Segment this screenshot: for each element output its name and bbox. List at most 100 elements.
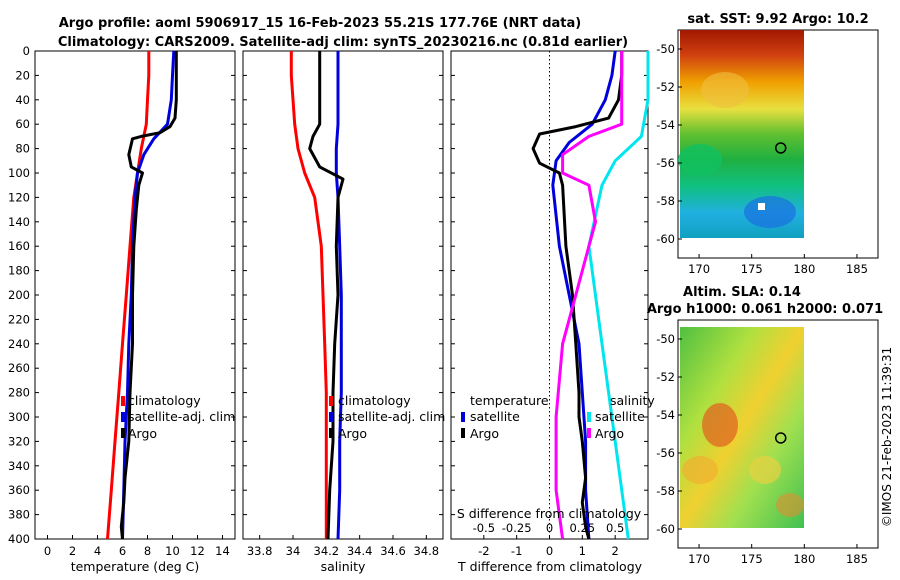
x-tick-label: 34.4 <box>347 544 373 558</box>
series-line-s-argo <box>554 51 624 540</box>
legend-salinity-title: salinity <box>610 393 655 408</box>
x-tick-label: 2 <box>612 544 619 558</box>
map-x-tick-label: 170 <box>688 552 710 566</box>
legend-argo: Argo <box>128 426 157 441</box>
legend-climatology: climatology <box>338 393 411 408</box>
series-line-t-satellite <box>551 50 617 540</box>
salinity-axes <box>242 50 444 540</box>
salinity-plot: 33.8 34 34.2 34.4 34.6 34.8 <box>243 50 443 558</box>
x-tick-label: 33.8 <box>247 544 273 558</box>
salinity-xlabel: salinity <box>321 559 366 574</box>
map-y-tick-label: -58 <box>656 484 675 498</box>
y-tick-label: 400 <box>8 532 30 546</box>
y-tick-label: 240 <box>8 337 30 351</box>
x2-tick-label: 0.5 <box>606 521 624 535</box>
sla-map-patch <box>682 456 718 484</box>
map-y-tick-label: -56 <box>656 446 675 460</box>
y-tick-label: 120 <box>8 190 30 204</box>
map-y-tick-label: -50 <box>656 42 675 56</box>
x-tick-label: 4 <box>94 544 101 558</box>
legend-swatch-satellite <box>121 412 125 422</box>
x-tick-label: 2 <box>69 544 76 558</box>
sst-map-patch <box>701 72 749 108</box>
x-tick-label: 0 <box>44 544 51 558</box>
x-tick-label: 10 <box>165 544 180 558</box>
difference-xlabel: T difference from climatology <box>457 559 643 574</box>
y-tick-label: 0 <box>23 44 30 58</box>
map-y-tick-label: -52 <box>656 80 675 94</box>
sst-map-patch <box>744 196 796 228</box>
salinity-legend: climatology satellite-adj. clim Argo <box>329 393 445 441</box>
legend-swatch-t-argo <box>461 428 465 438</box>
y-tick-label: 40 <box>15 93 30 107</box>
legend-s-argo: Argo <box>595 426 624 441</box>
map-y-tick-label: -58 <box>656 194 675 208</box>
legend-temperature-title: temperature <box>470 393 549 408</box>
x-tick-label: 34.6 <box>380 544 406 558</box>
sla-map-patch <box>702 403 738 447</box>
map-x-tick-label: 180 <box>793 262 815 276</box>
y-tick-label: 60 <box>15 117 30 131</box>
series-line-climatology <box>106 51 151 540</box>
legend-swatch-argo <box>329 428 333 438</box>
map-y-tick-label: -56 <box>656 156 675 170</box>
y-tick-label: 20 <box>15 68 30 82</box>
x2-tick-label: 0.25 <box>570 521 596 535</box>
legend-swatch-argo <box>121 428 125 438</box>
y-tick-label: 80 <box>15 142 30 156</box>
x-tick-label: 6 <box>119 544 126 558</box>
legend-satellite: satellite-adj. clim <box>128 409 235 424</box>
x-tick-label: 34.2 <box>314 544 340 558</box>
sla-map-title-1: Altim. SLA: 0.14 <box>683 285 801 300</box>
temperature-xlabel: temperature (deg C) <box>71 559 200 574</box>
legend-s-satellite: satellite <box>595 409 645 424</box>
depth-tick-labels: 0 20 40 60 80 100 120 140 160 180 200 220 240 260 280 3… <box>8 44 30 546</box>
map-y-tick-label: -50 <box>656 332 675 346</box>
y-tick-label: 180 <box>8 264 30 278</box>
series-line-climatology <box>289 51 328 539</box>
series-line-satellite-adj-clim <box>121 50 176 540</box>
sla-map-patch <box>776 493 804 517</box>
sla-map-patch <box>749 456 781 484</box>
x-tick-label: 34 <box>286 544 301 558</box>
legend-climatology: climatology <box>128 393 201 408</box>
y-tick-label: 320 <box>8 434 30 448</box>
title-line-2: Climatology: CARS2009. Satellite-adj cli… <box>58 35 628 50</box>
legend-argo: Argo <box>338 426 367 441</box>
x2-tick-label: -0.25 <box>502 521 532 535</box>
sla-map-title-2: Argo h1000: 0.061 h2000: 0.071 <box>647 302 883 317</box>
y-tick-label: 100 <box>8 166 30 180</box>
y-tick-label: 360 <box>8 483 30 497</box>
y-tick-label: 160 <box>8 239 30 253</box>
legend-swatch-satellite <box>329 412 333 422</box>
sla-map-ticks: 170 175 180 185 -50 -52 -54 -56 -58 -60 <box>656 332 868 566</box>
y-tick-label: 260 <box>8 361 30 375</box>
map-x-tick-label: 185 <box>846 552 868 566</box>
difference-xlabel2: S difference from climatology <box>457 506 642 521</box>
legend-t-argo: Argo <box>470 426 499 441</box>
temperature-plot: 0 2 4 6 8 10 12 14 <box>35 50 235 558</box>
y-tick-label: 340 <box>8 459 30 473</box>
map-x-tick-label: 175 <box>741 262 763 276</box>
x-tick-label: -2 <box>478 544 489 558</box>
sst-argo-position-marker <box>774 142 787 154</box>
title-line-1: Argo profile: aoml 5906917_15 16-Feb-202… <box>59 16 581 31</box>
x-tick-label: 8 <box>144 544 151 558</box>
credit-text: ©IMOS 21-Feb-2023 11:39:31 <box>880 347 894 527</box>
x-tick-label: -1 <box>511 544 522 558</box>
y-tick-label: 200 <box>8 288 30 302</box>
y-tick-label: 280 <box>8 386 30 400</box>
map-x-tick-label: 185 <box>846 262 868 276</box>
legend-swatch-climatology <box>329 396 333 406</box>
map-y-tick-label: -52 <box>656 370 675 384</box>
map-y-tick-label: -54 <box>656 118 675 132</box>
x-tick-label: 14 <box>215 544 230 558</box>
sst-map-ticks: 170 175 180 185 -50 -52 -54 -56 -58 -60 <box>656 42 868 276</box>
y-tick-label: 300 <box>8 410 30 424</box>
legend-swatch-s-satellite <box>587 412 591 422</box>
map-y-tick-label: -60 <box>656 522 675 536</box>
map-x-tick-label: 175 <box>741 552 763 566</box>
sst-map-patch <box>678 144 722 176</box>
